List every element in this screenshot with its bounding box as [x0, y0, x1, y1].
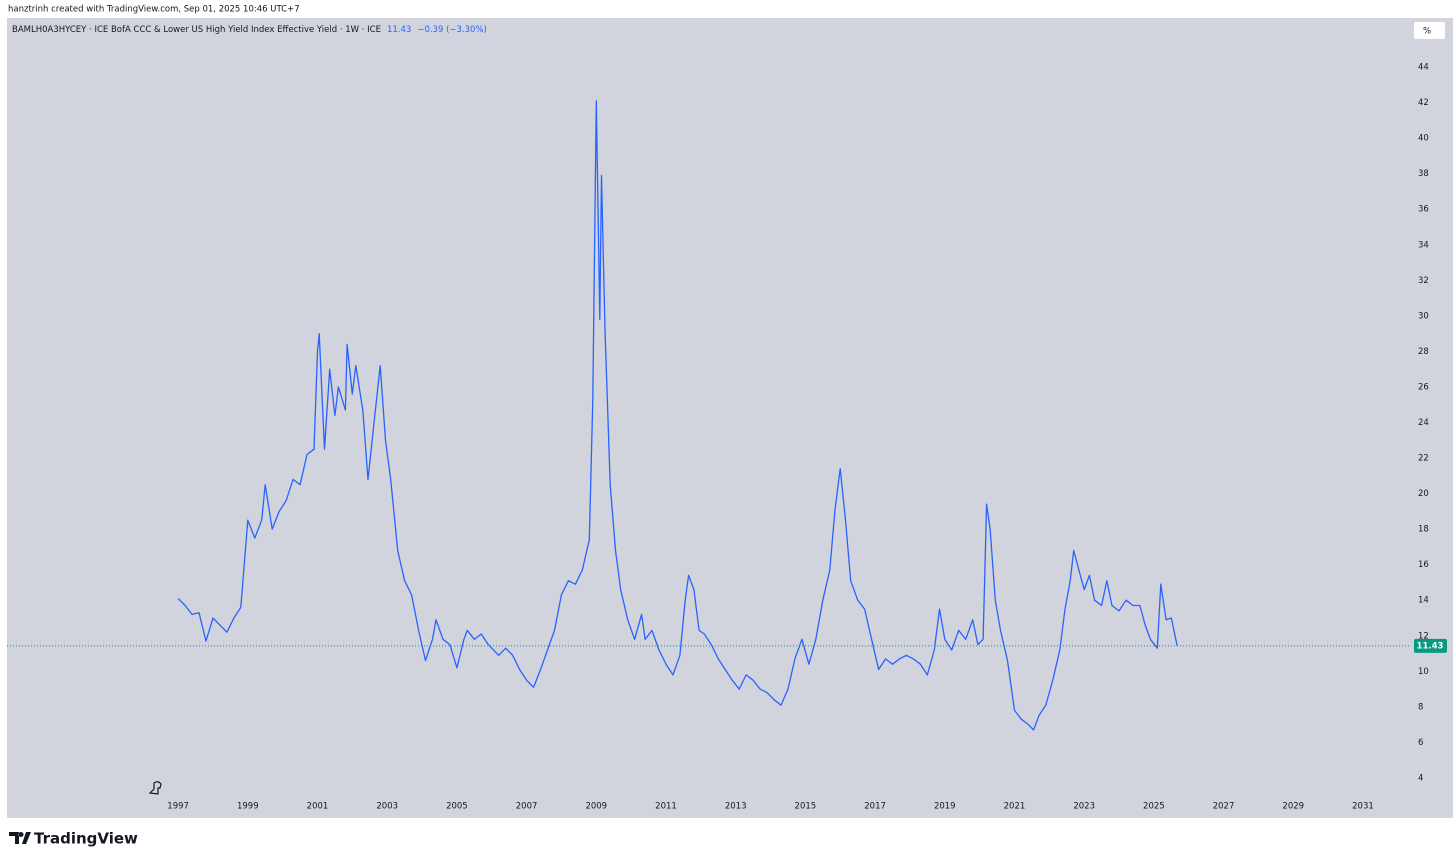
y-tick-label: 32: [1418, 276, 1429, 286]
y-tick-label: 22: [1418, 454, 1429, 464]
y-tick-label: 36: [1418, 205, 1429, 215]
price-line: [177, 100, 1178, 731]
y-tick-label: 20: [1418, 489, 1429, 499]
x-tick-label: 2017: [864, 802, 886, 812]
legend-value: 11.43: [387, 25, 411, 35]
x-tick-label: 2013: [725, 802, 747, 812]
symbol: BAMLH0A3HYCEY · ICE BofA CCC & Lower US …: [12, 25, 381, 35]
y-tick-label: 12: [1418, 631, 1429, 641]
y-tick-label: 8: [1418, 702, 1423, 712]
brand: TradingView: [34, 830, 138, 848]
x-tick-label: 2011: [655, 802, 677, 812]
y-tick-label: 10: [1418, 667, 1429, 677]
legend-change: −0.39 (−3.30%): [417, 25, 487, 35]
x-tick-label: 2029: [1282, 802, 1304, 812]
last-price-box: [1414, 638, 1447, 653]
y-tick-label: 14: [1418, 596, 1429, 606]
y-tick-label: 40: [1418, 134, 1429, 144]
x-tick-label: 2023: [1073, 802, 1095, 812]
y-tick-label: 16: [1418, 560, 1429, 570]
x-tick-label: 2021: [1004, 802, 1026, 812]
y-tick-label: 34: [1418, 240, 1429, 250]
scale-button-label[interactable]: %: [1423, 27, 1431, 37]
y-tick-label: 6: [1418, 738, 1423, 748]
x-tick-label: 2001: [307, 802, 329, 812]
y-tick-label: 4: [1418, 773, 1423, 783]
header: hanztrinh created with TradingView.com, …: [8, 5, 300, 15]
x-tick-label: 2025: [1143, 802, 1165, 812]
x-tick-label: 2031: [1352, 802, 1374, 812]
y-tick-label: 24: [1418, 418, 1429, 428]
logo-icon: [148, 781, 162, 795]
y-tick-label: 42: [1418, 98, 1429, 108]
y-tick-label: 38: [1418, 169, 1429, 179]
x-tick-label: 2027: [1213, 802, 1235, 812]
chart-pane: [7, 18, 1453, 818]
last-price-label: 11.43: [1417, 641, 1444, 651]
x-tick-label: 2009: [585, 802, 607, 812]
x-tick-label: 2015: [795, 802, 817, 812]
y-tick-label: 26: [1418, 382, 1429, 392]
x-tick-label: 2005: [446, 802, 468, 812]
x-tick-label: 2007: [516, 802, 538, 812]
scale-button[interactable]: [1414, 22, 1445, 39]
legend: BAMLH0A3HYCEY · ICE BofA CCC & Lower US …: [12, 25, 487, 35]
x-tick-label: 1999: [237, 802, 259, 812]
y-tick-label: 18: [1418, 525, 1429, 535]
brand-logo: [9, 832, 31, 844]
x-tick-label: 1997: [167, 802, 189, 812]
x-tick-label: 2019: [934, 802, 956, 812]
y-tick-label: 44: [1418, 63, 1429, 73]
x-tick-label: 2003: [376, 802, 398, 812]
y-tick-label: 30: [1418, 311, 1429, 321]
y-tick-label: 28: [1418, 347, 1429, 357]
